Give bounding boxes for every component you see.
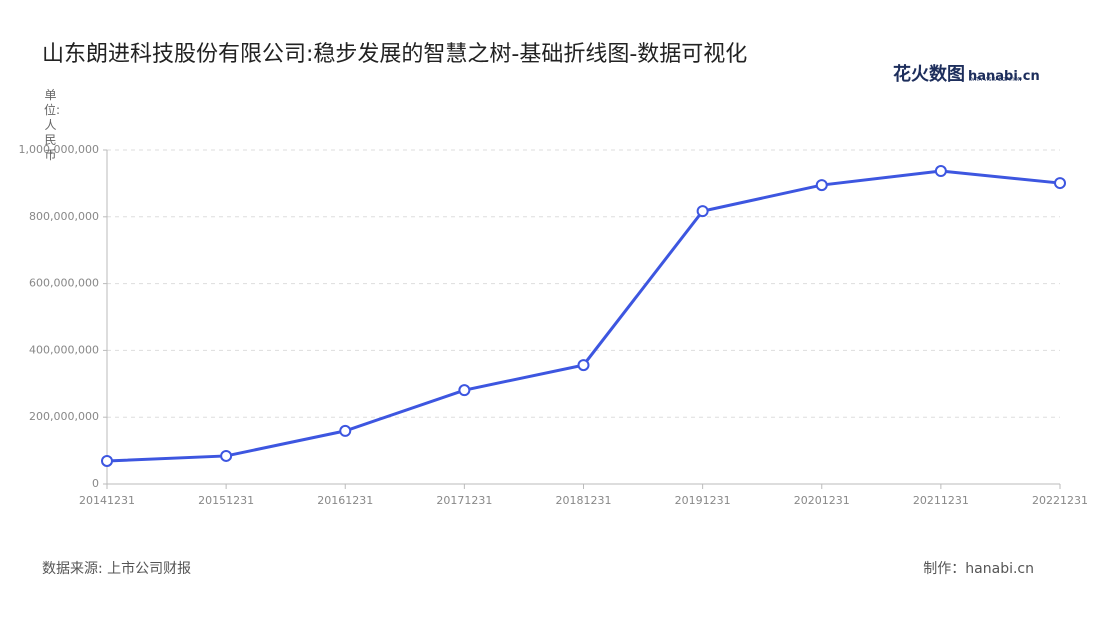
- source: 数据来源: 上市公司财报: [42, 561, 192, 577]
- point: [934, 165, 947, 178]
- y-tick-label: 200,000,000: [29, 410, 99, 423]
- point: [458, 384, 471, 397]
- x-tick-label: 20181231: [556, 494, 612, 507]
- credit: 制作：hanabi.cn: [923, 561, 1034, 577]
- point: [1054, 177, 1066, 190]
- point: [101, 454, 113, 467]
- y-tick-label: 0: [92, 477, 99, 490]
- point: [339, 424, 352, 437]
- x-tick-label: 20161231: [317, 494, 373, 507]
- y-tick-label: 800,000,000: [29, 210, 99, 223]
- logo-name: 花火数图: [893, 64, 965, 85]
- x-tick-label: 20171231: [436, 494, 492, 507]
- logo-tagline: DATA VISUALIZATION: [969, 77, 1022, 83]
- x-tick-label: 20211231: [913, 494, 969, 507]
- x-tick-label: 20151231: [198, 494, 254, 507]
- point: [815, 179, 828, 192]
- logo-site: hanabi.cn: [968, 69, 1040, 84]
- logo: 花火数图 hanabi.cn DATA VISUALIZATION: [893, 60, 1040, 86]
- x-tick-label: 20221231: [1032, 494, 1088, 507]
- point: [696, 205, 709, 218]
- x-tick-label: 20141231: [79, 494, 135, 507]
- chart-title: 山东朗进科技股份有限公司:稳步发展的智慧之树-基础折线图-数据可视化: [42, 42, 748, 67]
- point: [577, 359, 590, 372]
- y-axis-label: 单位:人民币: [44, 88, 61, 162]
- point: [220, 449, 233, 462]
- x-tick-label: 20191231: [675, 494, 731, 507]
- x-tick-label: 20201231: [794, 494, 850, 507]
- y-tick-label: 1,000,000,000: [19, 143, 99, 156]
- y-tick-label: 600,000,000: [29, 277, 99, 290]
- y-tick-label: 400,000,000: [29, 343, 99, 356]
